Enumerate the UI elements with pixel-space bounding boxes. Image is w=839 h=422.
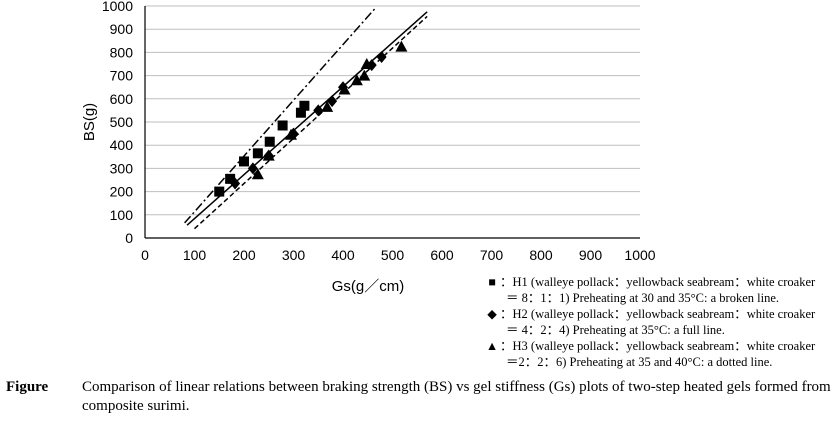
- marker-h2: [327, 95, 338, 108]
- marker-h3: [285, 128, 298, 140]
- x-tick-label: 700: [480, 247, 504, 263]
- caption-label: Figure: [6, 379, 49, 395]
- y-tick-label: 1000: [102, 0, 133, 14]
- legend-entry-h1: ■ ：H1 (walleye pollack：yellowback seabrea…: [484, 274, 838, 306]
- fit-line-h1: [184, 7, 376, 224]
- x-tick-label: 800: [529, 247, 553, 263]
- x-tick-label: 0: [141, 247, 149, 263]
- y-tick-label: 600: [110, 91, 134, 107]
- y-tick-label: 0: [125, 230, 133, 246]
- marker-h1: [239, 156, 249, 167]
- marker-h3: [360, 58, 373, 69]
- grid-lines: [145, 5, 640, 216]
- square-marker-icon: ■: [488, 275, 496, 289]
- y-axis-label: BS(g): [81, 103, 98, 141]
- marker-h1: [295, 107, 306, 118]
- x-tick-label: 500: [381, 247, 405, 263]
- legend-h2-line1: ：H2 (walleye pollack：yellowback seabream…: [500, 307, 816, 321]
- legend-h1-line2: ＝ 8：1：1) Preheating at 30 and 35°C: a br…: [506, 291, 779, 305]
- marker-h2: [313, 104, 324, 117]
- marker-h1: [299, 100, 310, 111]
- legend-h2-line2: ＝ 4：2：4) Preheating at 35°C: a full line…: [506, 323, 725, 337]
- marker-h3: [262, 149, 275, 161]
- y-tick-label: 700: [110, 68, 134, 84]
- fit-line-h2: [186, 11, 428, 226]
- figure-caption: Figure Comparison of linear relations be…: [6, 378, 836, 416]
- y-tick-label: 500: [110, 114, 134, 130]
- fit-line-h3: [193, 15, 428, 230]
- x-tick-label: 200: [232, 247, 256, 263]
- marker-h1: [277, 120, 288, 131]
- marker-h3: [338, 83, 351, 95]
- x-tick-label: 100: [183, 247, 207, 263]
- x-tick-label: 300: [282, 247, 306, 263]
- marker-h1: [225, 173, 236, 184]
- axes: [144, 6, 640, 239]
- marker-h2: [230, 177, 241, 190]
- x-tick-label: 400: [331, 247, 355, 263]
- caption-text: Comparison of linear relations between b…: [82, 379, 831, 414]
- marker-h3: [395, 40, 408, 52]
- y-tick-label: 100: [110, 207, 134, 223]
- x-tick-label: 900: [579, 247, 603, 263]
- diamond-marker-icon: ◆: [487, 307, 497, 321]
- marker-h2: [376, 51, 387, 64]
- tick-labels: 0 100 200 300 400 500 600 700 800 900 1000 0 100 200 3…: [102, 0, 656, 263]
- marker-h1: [214, 186, 225, 197]
- marker-h3: [358, 69, 371, 81]
- y-tick-label: 200: [110, 184, 134, 200]
- legend: ■ ：H1 (walleye pollack：yellowback seabrea…: [484, 274, 838, 370]
- y-tick-label: 300: [110, 160, 134, 176]
- y-tick-label: 900: [110, 21, 134, 37]
- legend-entry-h2: ◆ ：H2 (walleye pollack：yellowback seabrea…: [484, 306, 838, 338]
- x-tick-label: 1000: [624, 247, 655, 263]
- marker-h3: [251, 168, 264, 180]
- legend-entry-h3: ▲ ：H3 (walleye pollack：yellowback seabrea…: [484, 338, 838, 370]
- marker-h1: [264, 136, 275, 147]
- y-tick-label: 400: [110, 137, 134, 153]
- legend-h3-line2: ＝2：2：6) Preheating at 35 and 40°C: a dot…: [506, 355, 773, 369]
- triangle-marker-icon: ▲: [485, 339, 499, 353]
- data-markers: [214, 40, 408, 197]
- x-axis-label: Gs(g／cm): [332, 278, 405, 295]
- legend-h3-line1: ：H3 (walleye pollack：yellowback seabream…: [500, 339, 816, 353]
- legend-h1-line1: ：H1 (walleye pollack：yellowback seabream…: [500, 275, 816, 289]
- x-tick-label: 600: [430, 247, 454, 263]
- marker-h3: [350, 74, 363, 86]
- y-tick-label: 800: [110, 44, 134, 60]
- marker-h3: [321, 100, 334, 112]
- marker-h1: [252, 148, 263, 159]
- marker-h2: [247, 162, 258, 175]
